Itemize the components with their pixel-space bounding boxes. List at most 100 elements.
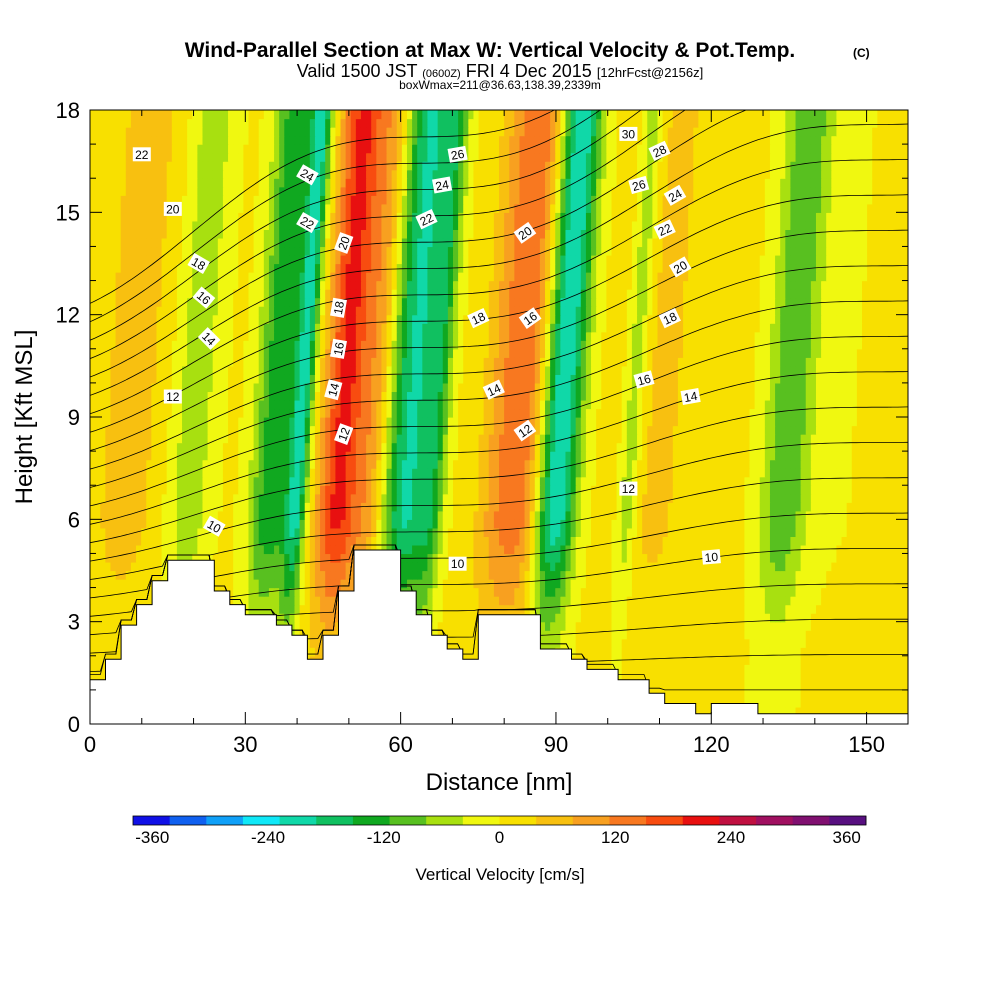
velocity-cell — [105, 510, 112, 520]
velocity-cell — [652, 519, 659, 529]
velocity-cell — [744, 570, 751, 580]
velocity-cell — [596, 587, 602, 597]
velocity-cell — [100, 630, 106, 640]
velocity-cell — [391, 476, 398, 486]
velocity-cell — [509, 519, 515, 529]
velocity-cell — [831, 536, 838, 546]
velocity-cell — [887, 485, 894, 495]
velocity-cell — [611, 493, 618, 503]
velocity-cell — [289, 544, 296, 555]
velocity-cell — [386, 493, 393, 503]
velocity-cell — [821, 570, 827, 580]
velocity-cell — [861, 502, 868, 512]
velocity-cell — [146, 459, 152, 469]
velocity-cell — [458, 544, 464, 555]
velocity-cell — [841, 613, 848, 623]
velocity-cell — [243, 527, 250, 537]
velocity-cell — [447, 493, 454, 503]
velocity-cell — [902, 544, 908, 555]
velocity-cell — [882, 544, 889, 555]
velocity-cell — [795, 596, 802, 606]
velocity-cell — [396, 544, 403, 555]
velocity-cell — [570, 527, 577, 537]
velocity-cell — [780, 621, 786, 631]
velocity-cell — [575, 493, 582, 503]
velocity-cell — [299, 459, 306, 469]
velocity-cell — [851, 536, 858, 546]
velocity-cell — [212, 451, 219, 461]
velocity-cell — [744, 553, 751, 563]
velocity-cell — [795, 604, 802, 614]
velocity-cell — [892, 621, 899, 631]
velocity-cell — [744, 681, 751, 691]
velocity-cell — [831, 596, 838, 606]
velocity-cell — [325, 587, 331, 597]
velocity-cell — [105, 527, 112, 537]
velocity-cell — [120, 510, 127, 520]
velocity-cell — [238, 476, 244, 486]
velocity-cell — [412, 485, 418, 495]
velocity-cell — [320, 630, 326, 640]
velocity-cell — [703, 459, 710, 469]
velocity-cell — [846, 672, 853, 682]
velocity-cell — [539, 485, 546, 495]
velocity-cell — [723, 587, 730, 597]
velocity-cell — [647, 502, 653, 512]
velocity-cell — [483, 476, 490, 486]
velocity-cell — [872, 502, 878, 512]
velocity-cell — [785, 604, 792, 614]
velocity-cell — [100, 502, 106, 512]
velocity-cell — [166, 510, 173, 520]
velocity-cell — [591, 459, 597, 469]
velocity-cell — [509, 596, 515, 606]
velocity-cell — [560, 604, 567, 614]
velocity-cell — [335, 459, 342, 469]
velocity-cell — [550, 553, 556, 563]
velocity-cell — [851, 613, 858, 623]
velocity-cell — [861, 689, 868, 700]
velocity-cell — [580, 485, 587, 495]
velocity-cell — [580, 604, 587, 614]
velocity-cell — [693, 553, 699, 563]
velocity-cell — [253, 561, 260, 572]
velocity-cell — [279, 459, 285, 469]
velocity-cell — [386, 485, 393, 495]
velocity-cell — [902, 630, 908, 640]
velocity-cell — [478, 544, 485, 555]
velocity-cell — [877, 630, 884, 640]
velocity-cell — [723, 502, 730, 512]
velocity-cell — [115, 613, 122, 623]
velocity-cell — [412, 502, 418, 512]
velocity-cell — [309, 502, 316, 512]
velocity-cell — [734, 689, 740, 700]
velocity-cell — [810, 502, 817, 512]
velocity-cell — [575, 510, 582, 520]
velocity-cell — [539, 553, 546, 563]
velocity-cell — [688, 672, 694, 682]
velocity-cell — [739, 613, 745, 623]
velocity-cell — [637, 510, 643, 520]
velocity-cell — [534, 587, 541, 597]
velocity-cell — [708, 510, 715, 520]
velocity-cell — [698, 459, 705, 469]
velocity-cell — [729, 621, 735, 631]
velocity-cell — [279, 502, 285, 512]
velocity-cell — [698, 596, 705, 606]
velocity-cell — [616, 561, 623, 572]
velocity-cell — [309, 527, 316, 537]
velocity-cell — [867, 638, 873, 648]
velocity-cell — [882, 681, 889, 691]
velocity-cell — [555, 579, 561, 589]
velocity-cell — [805, 706, 812, 717]
velocity-cell — [887, 596, 894, 606]
velocity-cell — [764, 647, 771, 657]
velocity-cell — [775, 502, 781, 512]
velocity-cell — [366, 502, 372, 512]
velocity-cell — [417, 510, 423, 520]
velocity-cell — [775, 553, 781, 563]
velocity-cell — [744, 621, 751, 631]
velocity-cell — [422, 561, 429, 572]
velocity-cell — [299, 613, 306, 623]
velocity-cell — [769, 681, 776, 691]
velocity-cell — [785, 587, 792, 597]
